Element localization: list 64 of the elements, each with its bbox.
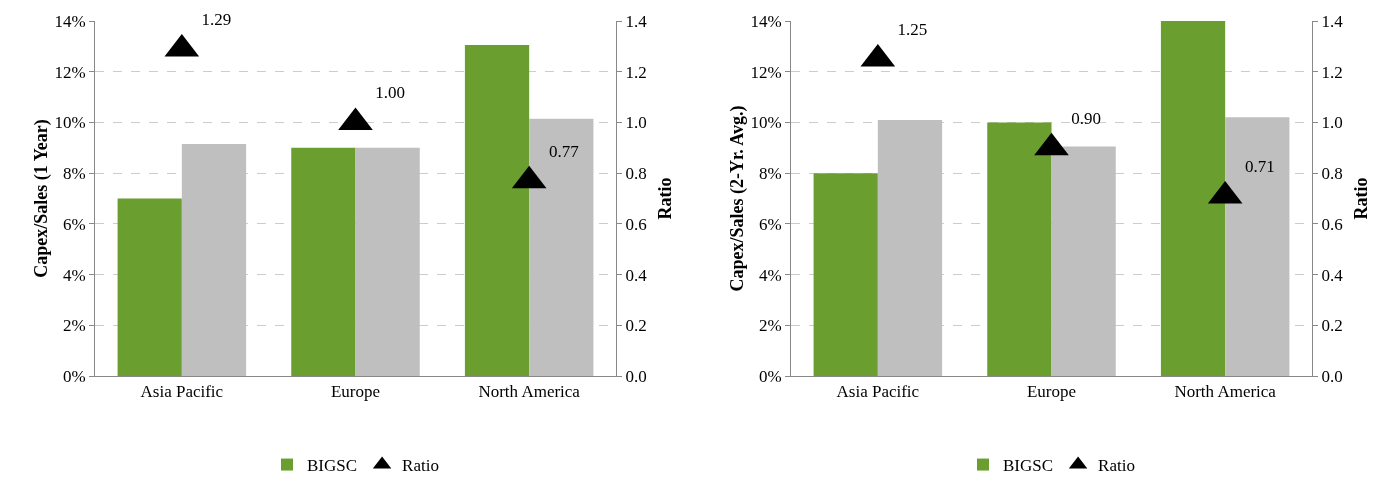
bar — [813, 173, 878, 376]
y2-tick-label: 1.4 — [1321, 11, 1344, 31]
bar — [1051, 146, 1116, 376]
y2-tick-label: 1.0 — [1321, 113, 1343, 133]
y-tick-label: 14% — [54, 11, 86, 31]
data-label: 0.90 — [1071, 108, 1101, 128]
bar — [987, 122, 1052, 376]
data-label: 1.00 — [375, 83, 405, 103]
bar — [464, 45, 530, 376]
bar — [529, 118, 594, 376]
y2-tick-label: 0.6 — [625, 214, 647, 234]
bar — [355, 147, 420, 376]
x-tick-label: North America — [478, 382, 581, 402]
data-label: 0.77 — [548, 141, 580, 161]
y2-tick-label: 0.6 — [1321, 214, 1343, 234]
y2-tick-label: 0.0 — [625, 366, 647, 386]
y-tick-label: 4% — [62, 265, 86, 285]
bar — [1225, 117, 1290, 376]
y-tick-label: 10% — [750, 113, 782, 133]
legend-label: BIGSC — [307, 456, 358, 476]
y-tick-label: 2% — [758, 316, 782, 336]
y2-tick-label: 0.4 — [625, 265, 648, 285]
bar — [117, 198, 182, 376]
bar — [291, 147, 356, 376]
x-tick-label: Europe — [330, 382, 381, 402]
y-tick-label: 8% — [62, 164, 86, 184]
y-tick-label: 4% — [758, 265, 782, 285]
y-axis-title: Capex/Sales (1 Year) — [31, 119, 53, 278]
bar — [1160, 21, 1226, 376]
x-tick-label: Asia Pacific — [836, 382, 920, 402]
y2-tick-label: 1.2 — [1321, 62, 1343, 82]
bar — [181, 143, 247, 376]
y-tick-label: 14% — [750, 11, 782, 31]
y-tick-label: 8% — [758, 164, 782, 184]
legend-label: Ratio — [1098, 456, 1135, 476]
y2-tick-label: 0.4 — [1321, 265, 1344, 285]
y-tick-label: 12% — [750, 62, 782, 82]
y-tick-label: 2% — [62, 316, 86, 336]
data-label: 1.25 — [897, 20, 928, 40]
y2-tick-label: 1.0 — [625, 113, 647, 133]
y2-tick-label: 0.2 — [1321, 316, 1343, 336]
legend-label: Ratio — [402, 456, 439, 476]
data-label: 0.71 — [1244, 156, 1275, 176]
y-tick-label: 0% — [62, 366, 86, 386]
y2-tick-label: 0.0 — [1321, 366, 1343, 386]
y-tick-label: 6% — [758, 214, 782, 234]
y-tick-label: 12% — [54, 62, 86, 82]
data-label: 1.29 — [201, 9, 232, 29]
y2-axis-title: Ratio — [1351, 177, 1371, 220]
y2-tick-label: 0.8 — [1321, 164, 1343, 184]
y-tick-label: 10% — [54, 113, 86, 133]
y-axis-title: Capex/Sales (2-Yr. Avg.) — [727, 105, 749, 292]
y-tick-label: 0% — [758, 366, 782, 386]
x-tick-label: Asia Pacific — [140, 382, 224, 402]
y2-axis-title: Ratio — [655, 177, 675, 220]
x-tick-label: North America — [1174, 382, 1277, 402]
bar — [877, 119, 943, 376]
legend-label: BIGSC — [1003, 456, 1054, 476]
y2-tick-label: 0.8 — [625, 164, 647, 184]
y-tick-label: 6% — [62, 214, 86, 234]
y2-tick-label: 1.2 — [625, 62, 647, 82]
y2-tick-label: 1.4 — [625, 11, 648, 31]
x-tick-label: Europe — [1026, 382, 1077, 402]
y2-tick-label: 0.2 — [625, 316, 647, 336]
